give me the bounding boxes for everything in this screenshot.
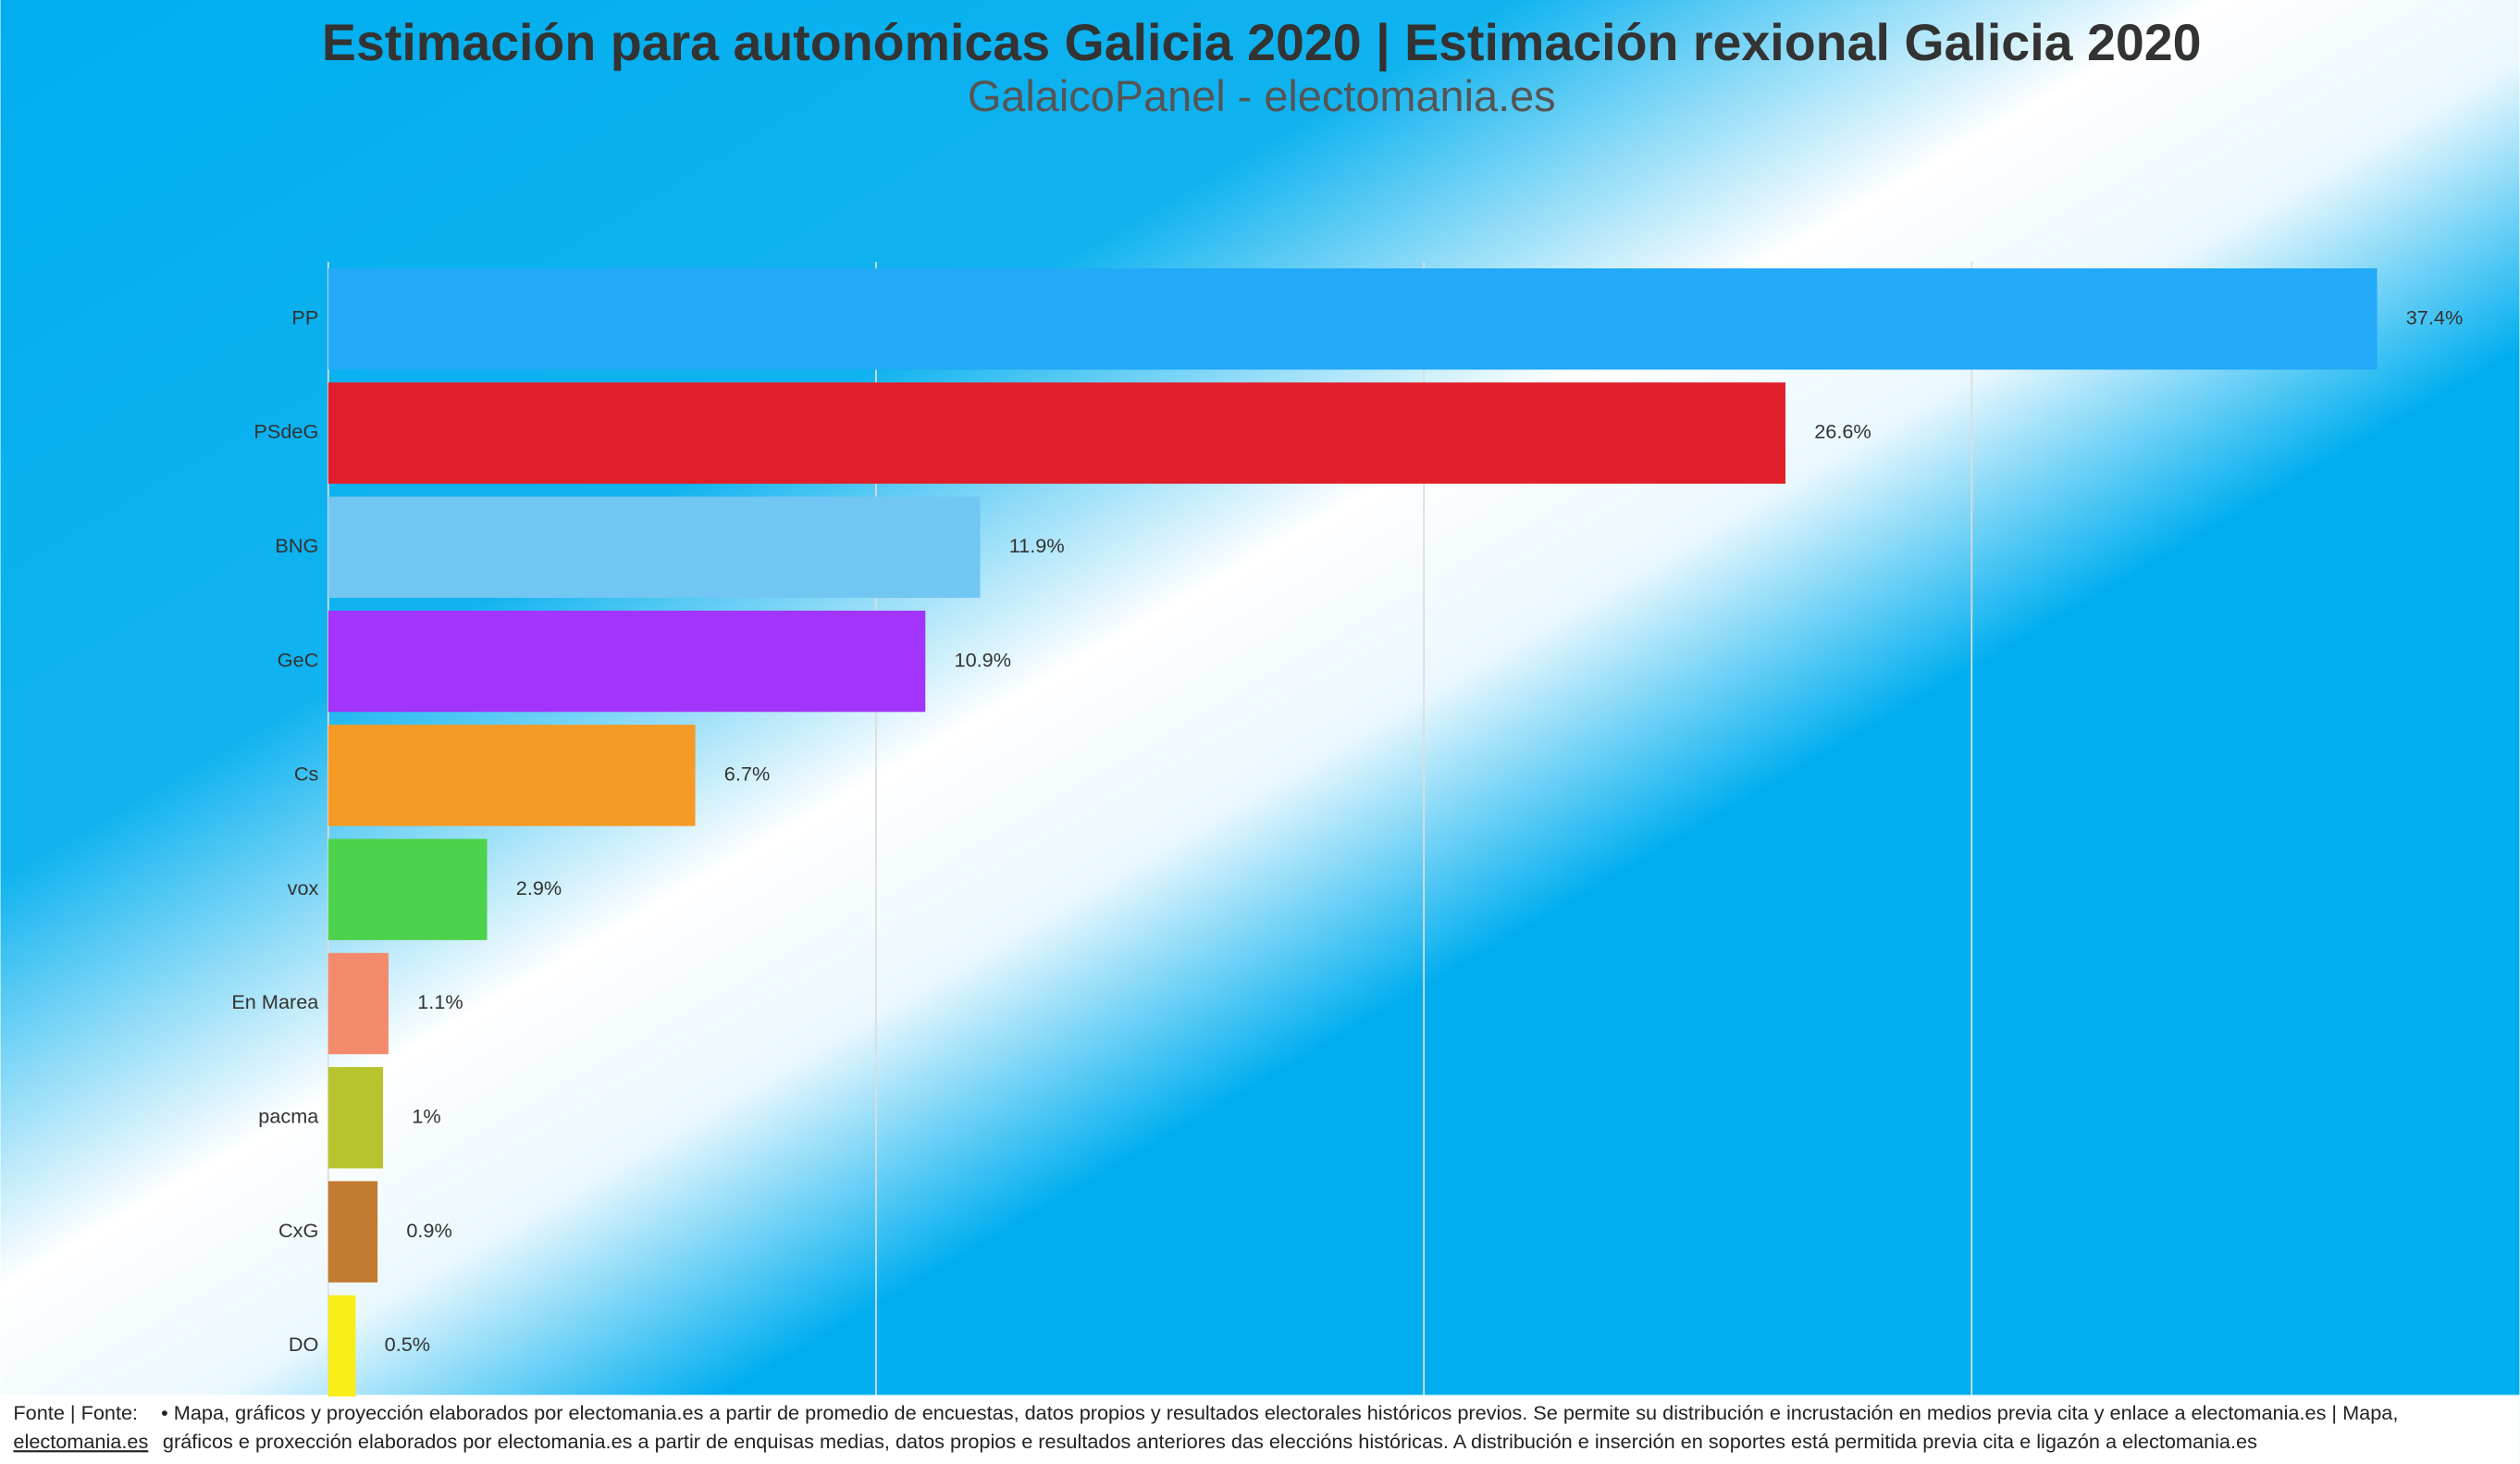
bar [327, 610, 926, 713]
bar [327, 1181, 378, 1283]
value-label: 37.4% [2406, 305, 2464, 329]
y-tick-label: PP [291, 305, 318, 329]
bar [327, 1295, 356, 1397]
bar [327, 268, 2378, 370]
value-label: 6.7% [724, 763, 770, 786]
bar [327, 952, 389, 1055]
chart-subtitle: GalaicoPanel - electomania.es [968, 72, 1556, 120]
chart-title: Estimación para autonómicas Galicia 2020… [322, 14, 2202, 72]
y-tick-label: GeC [278, 648, 319, 671]
source-link[interactable]: electomania.es [13, 1430, 148, 1453]
bar [327, 496, 981, 598]
value-label: 0.5% [385, 1333, 430, 1356]
y-tick-label: DO [289, 1333, 319, 1356]
bar [327, 725, 696, 826]
value-label: 0.9% [406, 1219, 451, 1242]
y-tick-label: En Marea [231, 990, 319, 1013]
source-text: gráficos e proxección elaborados por ele… [163, 1430, 2257, 1453]
value-label: 1% [412, 1105, 440, 1128]
bar [327, 1067, 384, 1169]
value-label: 11.9% [1009, 534, 1065, 557]
source-label: Fonte | Fonte: [13, 1401, 138, 1424]
y-tick-label: Cs [294, 763, 319, 786]
footer-background [0, 1395, 2520, 1464]
bar [327, 382, 1785, 484]
y-tick-label: pacma [258, 1105, 319, 1128]
value-label: 2.9% [516, 876, 562, 899]
value-label: 26.6% [1814, 420, 1871, 443]
value-label: 10.9% [955, 648, 1012, 671]
y-tick-label: PSdeG [253, 420, 318, 443]
y-tick-label: CxG [278, 1219, 318, 1242]
source-text: • Mapa, gráficos y proyección elaborados… [161, 1401, 2398, 1424]
y-tick-label: vox [288, 876, 319, 899]
value-label: 1.1% [417, 990, 463, 1013]
y-tick-label: BNG [275, 534, 318, 557]
bar [327, 838, 488, 940]
